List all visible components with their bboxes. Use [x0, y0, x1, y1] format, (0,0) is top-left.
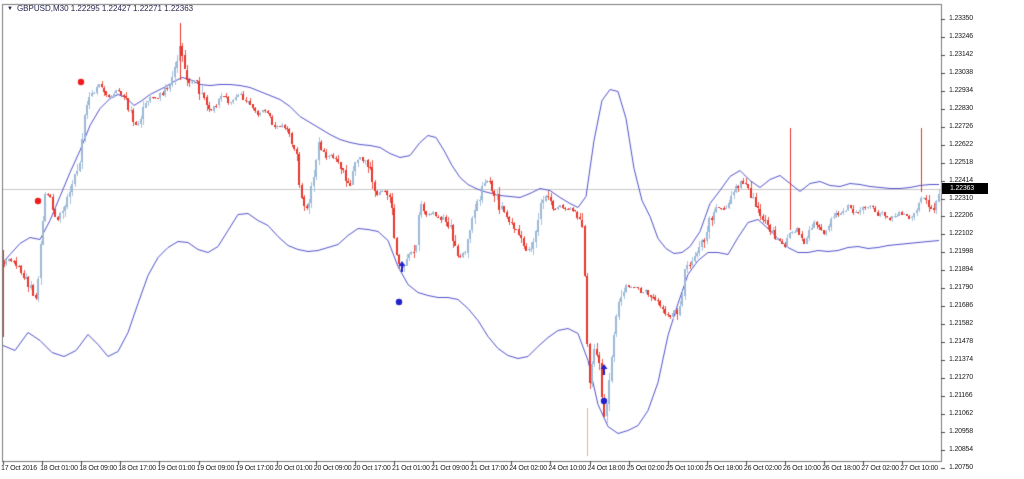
- price-axis-label: 1.22518: [949, 158, 973, 166]
- time-axis-label: 20 Oct 01:00: [274, 465, 313, 472]
- price-axis-label: 1.23350: [949, 15, 973, 22]
- price-axis-label: 1.22726: [949, 122, 973, 130]
- chart-title-bar: ▼ GBPUSD,M30 1.22295 1.22427 1.22271 1.2…: [7, 4, 193, 13]
- price-axis-label: 1.21062: [949, 409, 973, 417]
- time-axis-label: 25 Oct 02:00: [626, 465, 665, 472]
- price-axis-label: 1.21998: [949, 248, 973, 256]
- time-axis-label: 17 Oct 2016: [1, 465, 37, 472]
- price-axis-label: 1.22622: [949, 140, 973, 148]
- time-axis-label: 26 Oct 02:00: [743, 465, 782, 472]
- price-axis-label: 1.22934: [949, 86, 973, 94]
- time-axis-label: 18 Oct 09:00: [79, 465, 117, 472]
- time-axis-label: 19 Oct 09:00: [196, 465, 235, 472]
- time-axis-label: 21 Oct 09:00: [431, 465, 469, 472]
- time-axis-label: 27 Oct 02:00: [861, 465, 899, 472]
- time-axis-label: 19 Oct 01:00: [157, 465, 196, 472]
- time-axis-label: 18 Oct 17:00: [118, 465, 156, 472]
- chart-expand-icon: ▼: [7, 5, 13, 12]
- price-axis-label: 1.21894: [949, 266, 973, 274]
- time-axis-label: 27 Oct 10:00: [900, 465, 938, 472]
- price-axis-label: 1.21582: [949, 320, 973, 328]
- time-axis-label: 26 Oct 10:00: [783, 465, 821, 472]
- price-axis-label: 1.21478: [949, 338, 973, 346]
- price-axis-label: 1.22206: [949, 212, 973, 220]
- price-axis-label: 1.23246: [949, 32, 973, 40]
- time-axis-label: 20 Oct 09:00: [313, 465, 352, 472]
- time-axis-label: 18 Oct 01:00: [40, 465, 78, 472]
- price-axis-label: 1.21790: [949, 284, 973, 292]
- price-axis-label: 1.22830: [949, 104, 973, 112]
- time-axis-label: 25 Oct 18:00: [704, 465, 743, 472]
- time-axis-label: 21 Oct 17:00: [470, 465, 508, 472]
- price-axis-label: 1.22414: [949, 176, 973, 184]
- price-axis-label: 1.20750: [949, 463, 973, 471]
- symbol-ohlc-text: GBPUSD,M30 1.22295 1.22427 1.22271 1.223…: [16, 4, 194, 13]
- price-axis-label: 1.23142: [949, 50, 973, 58]
- price-axis-label: 1.22310: [949, 194, 973, 202]
- price-axis-label: 1.21686: [949, 302, 973, 310]
- time-axis-label: 24 Oct 18:00: [587, 465, 626, 472]
- price-axis-label: 1.22102: [949, 230, 973, 238]
- time-axis-label: 25 Oct 10:00: [665, 465, 704, 472]
- time-axis-label: 26 Oct 18:00: [822, 465, 860, 472]
- time-axis-label: 19 Oct 17:00: [235, 465, 274, 472]
- time-axis-label: 24 Oct 02:00: [509, 465, 547, 472]
- time-axis-label: 20 Oct 17:00: [352, 465, 391, 472]
- price-axis-label: 1.21374: [949, 356, 973, 364]
- price-axis-label: 1.23038: [949, 68, 973, 76]
- price-axis-label: 1.20854: [949, 445, 973, 453]
- price-axis-label: 1.20958: [949, 427, 973, 435]
- time-axis-label: 21 Oct 01:00: [392, 465, 430, 472]
- time-axis-label: 24 Oct 10:00: [548, 465, 587, 472]
- price-axis-label: 1.21270: [949, 374, 973, 381]
- current-price-tag: 1.22363: [942, 183, 988, 194]
- price-axis-label: 1.21166: [949, 391, 973, 399]
